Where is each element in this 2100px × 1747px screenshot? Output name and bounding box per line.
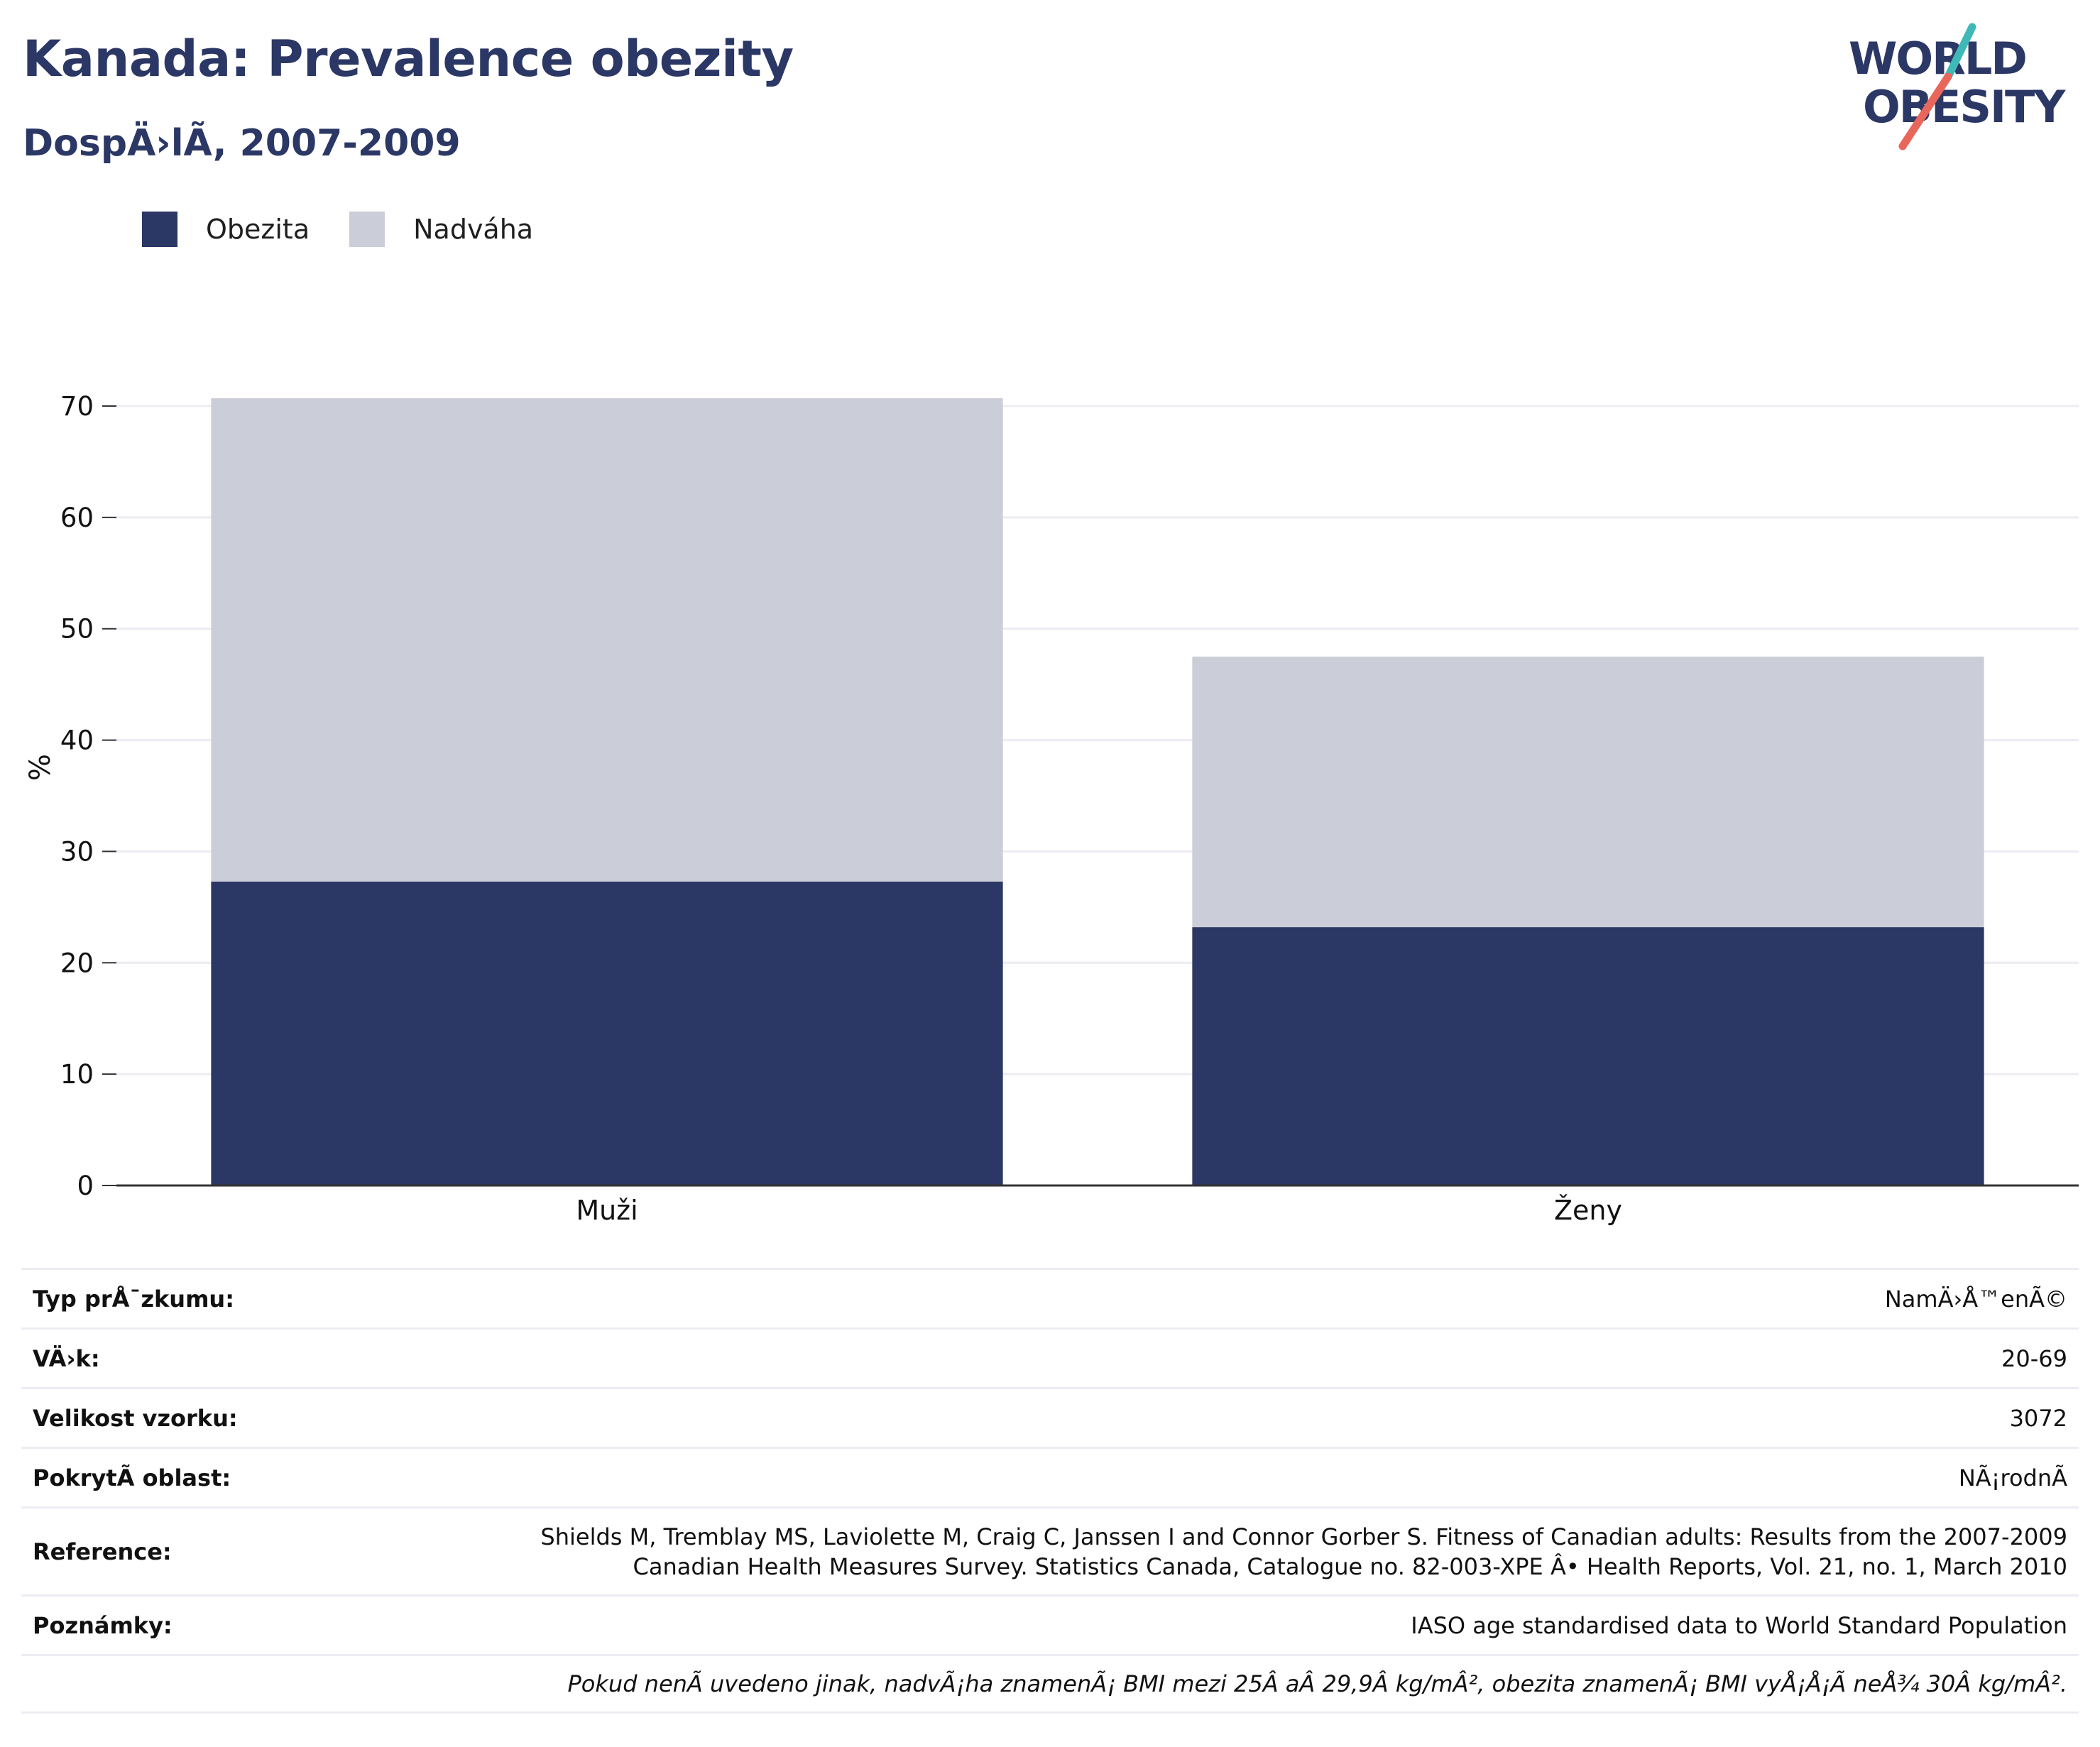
info-value: NamÄ›Å™enÃ© xyxy=(1884,1285,2067,1313)
legend-item-nadvaha[interactable]: Nadváha xyxy=(349,212,533,247)
info-row-notes: Poznámky: IASO age standardised data to … xyxy=(21,1594,2079,1654)
info-value-reference: Shields M, Tremblay MS, Laviolette M, Cr… xyxy=(540,1522,2067,1582)
bar-obezita-1 xyxy=(1192,927,1984,1185)
legend-label-obezita: Obezita xyxy=(206,214,310,245)
x-tick-label: Ženy xyxy=(1554,1195,1622,1226)
logo-slash-top xyxy=(1944,23,1976,81)
info-table: Typ prÅ¯zkumu: NamÄ›Å™enÃ© VÄ›k: 20-69 V… xyxy=(21,1268,2079,1714)
y-tick-label: 30 xyxy=(60,836,94,867)
y-tick-label: 20 xyxy=(60,948,94,978)
y-tick-label: 50 xyxy=(60,614,94,645)
info-key: Reference: xyxy=(33,1538,172,1565)
logo-slash-bottom xyxy=(1898,72,1952,150)
footnote: Pokud nenÃ­ uvedeno jinak, nadvÃ¡ha znam… xyxy=(567,1670,2068,1697)
info-row-footnote: Pokud nenÃ­ uvedeno jinak, nadvÃ¡ha znam… xyxy=(21,1654,2079,1714)
legend-label-nadvaha: Nadváha xyxy=(413,214,534,245)
y-axis-label: % xyxy=(24,754,57,781)
info-value: NÃ¡rodnÃ­ xyxy=(1958,1464,2067,1491)
info-value: 3072 xyxy=(2009,1404,2067,1432)
info-row-sample-size: Velikost vzorku: 3072 xyxy=(21,1387,2079,1447)
info-row-age: VÄ›k: 20-69 xyxy=(21,1327,2079,1387)
logo-line-obesity: OBESITY xyxy=(1863,81,2066,133)
legend-swatch-nadvaha xyxy=(349,212,385,247)
info-value: 20-69 xyxy=(2001,1345,2067,1372)
info-value: IASO age standardised data to World Stan… xyxy=(1411,1611,2067,1639)
reference-line: Canadian Health Measures Survey. Statist… xyxy=(633,1552,2068,1580)
y-tick-label: 70 xyxy=(60,391,94,422)
bar-obezita-0 xyxy=(211,881,1003,1185)
y-tick-label: 40 xyxy=(60,725,94,756)
page-subtitle: DospÄ›lÃ­, 2007-2009 xyxy=(23,122,461,165)
legend-swatch-obezita xyxy=(142,212,177,247)
chart-legend: Obezita Nadváha xyxy=(142,210,573,248)
y-tick-label: 10 xyxy=(60,1059,94,1090)
info-key: Poznámky: xyxy=(33,1611,173,1639)
info-key: Typ prÅ¯zkumu: xyxy=(33,1285,234,1313)
bar-nadv-ha-0 xyxy=(211,398,1003,882)
bar-nadv-ha-1 xyxy=(1192,656,1984,928)
y-tick-label: 0 xyxy=(77,1171,94,1201)
stacked-bar-chart: 0 10 20 30 40 50 60 70% Muži Ženy xyxy=(24,391,2079,1226)
legend-item-obezita[interactable]: Obezita xyxy=(142,212,310,247)
info-key: VÄ›k: xyxy=(33,1345,100,1372)
info-key: PokrytÃ­ oblast: xyxy=(33,1464,231,1491)
world-obesity-logo: WORLD OBESITY xyxy=(1849,23,2067,150)
info-row-survey-type: Typ prÅ¯zkumu: NamÄ›Å™enÃ© xyxy=(21,1268,2079,1327)
reference-line: Shields M, Tremblay MS, Laviolette M, Cr… xyxy=(540,1523,2067,1550)
y-tick-label: 60 xyxy=(60,503,94,533)
info-key: Velikost vzorku: xyxy=(33,1404,238,1432)
logo-line-world: WORLD xyxy=(1849,33,2026,84)
info-row-reference: Reference: Shields M, Tremblay MS, Lavio… xyxy=(21,1506,2079,1594)
x-tick-label: Muži xyxy=(576,1195,638,1226)
page-title: Kanada: Prevalence obezity xyxy=(23,30,794,88)
info-row-coverage: PokrytÃ­ oblast: NÃ¡rodnÃ­ xyxy=(21,1447,2079,1506)
